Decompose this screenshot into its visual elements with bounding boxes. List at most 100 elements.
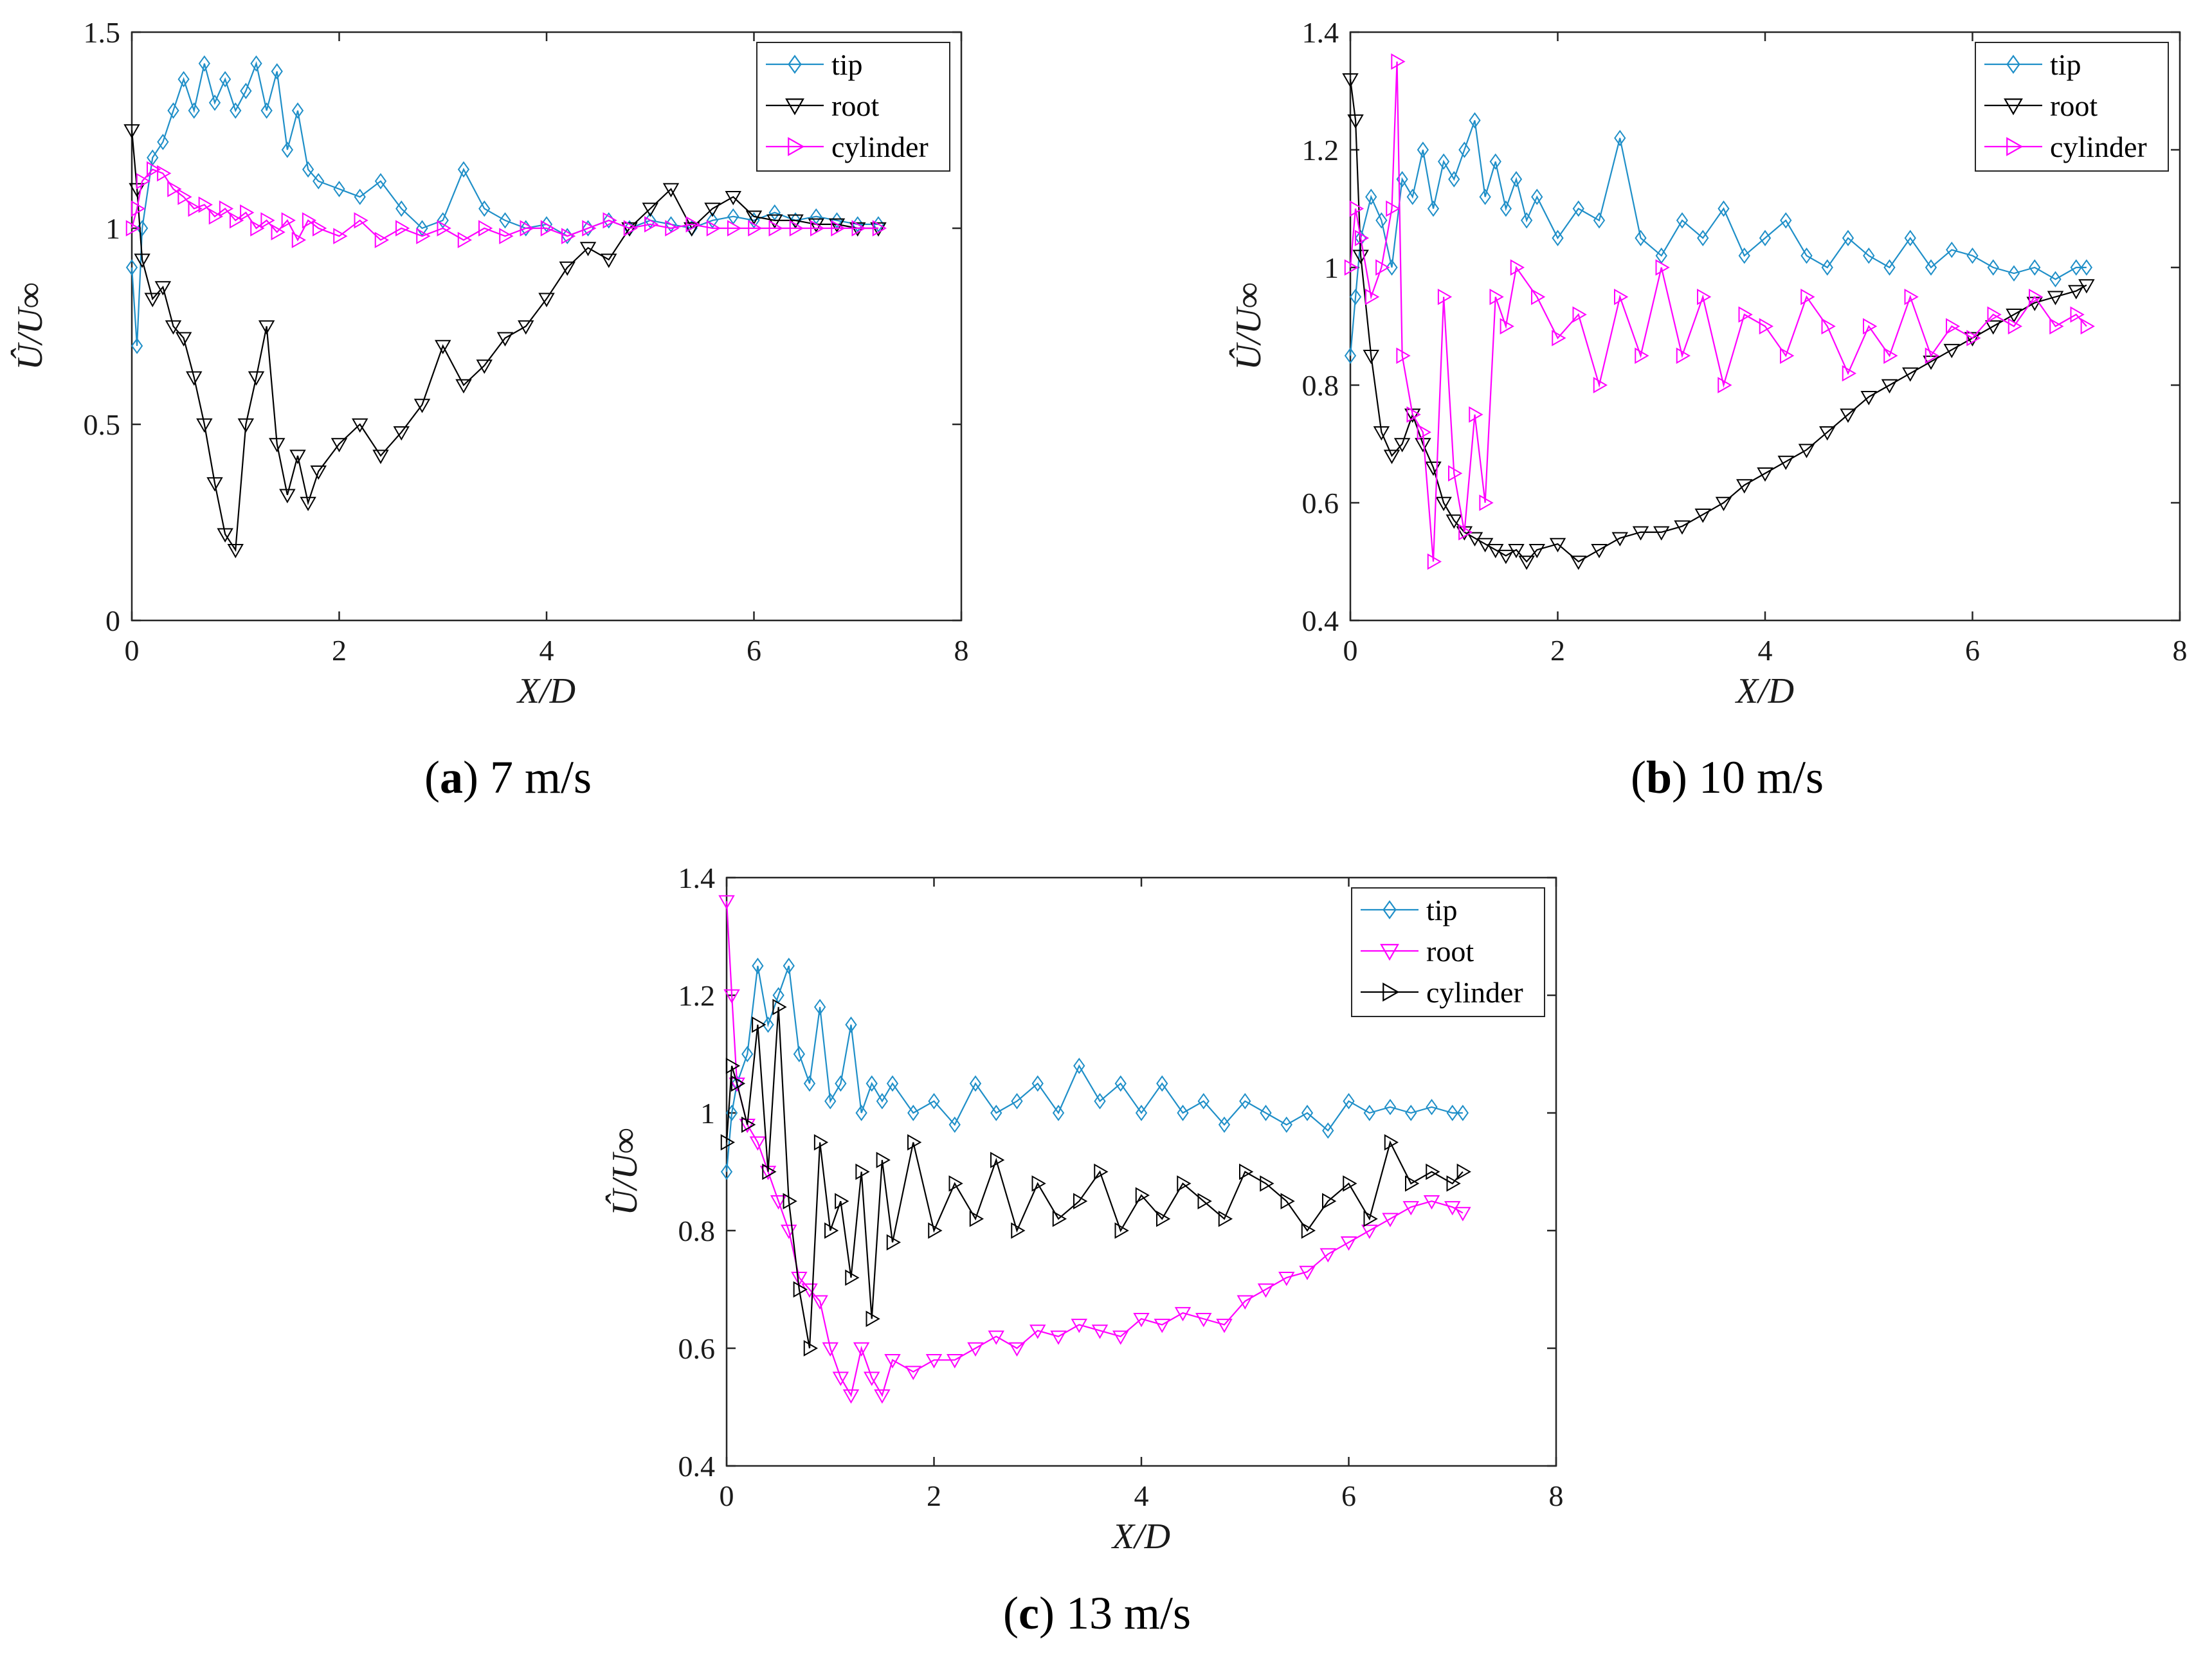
data-point-tip [1094, 1092, 1106, 1110]
data-point-tip [1177, 1105, 1189, 1121]
data-point-cylinder [416, 228, 431, 244]
series-line-cylinder [1349, 61, 2087, 562]
data-point-cylinder [772, 998, 787, 1016]
data-point-root [269, 438, 286, 453]
data-point-tip [260, 102, 273, 119]
data-point-cylinder [395, 220, 410, 237]
data-point-cylinder [188, 200, 203, 217]
legend-label-cylinder: cylinder [831, 131, 929, 163]
y-tick-label: 0.4 [1302, 604, 1339, 637]
data-point-tip [1114, 1075, 1127, 1092]
series-cylinder [1344, 53, 2095, 570]
data-point-root [393, 426, 410, 441]
data-point-root [684, 222, 700, 237]
data-point-cylinder [1363, 1210, 1378, 1227]
data-point-root [1943, 343, 1960, 359]
data-point-tip [198, 55, 211, 72]
x-tick-label: 6 [747, 634, 761, 667]
data-point-tip [969, 1075, 982, 1092]
x-tick-label: 8 [2173, 634, 2188, 667]
data-point-root [832, 1371, 849, 1386]
data-point-tip [768, 204, 781, 221]
data-point-tip [1437, 153, 1450, 170]
data-point-root [1455, 1207, 1471, 1222]
data-point-tip [793, 1045, 806, 1063]
series-tip [125, 55, 885, 354]
data-point-root [718, 895, 735, 910]
data-point-cylinder [1531, 289, 1546, 305]
chart-b: 0 2 4 6 8 0.4 0.6 0.8 1 1.2 1.4 X/D Û/U∞ tip root cylin… [1228, 16, 2188, 711]
data-point-root [621, 222, 638, 237]
data-point-root [1423, 1195, 1440, 1210]
data-point-tip [291, 102, 304, 119]
data-point-root [2068, 285, 2085, 300]
data-point-root [1342, 73, 1359, 88]
y-axis-label: Û/U∞ [604, 1128, 645, 1215]
data-point-tip [866, 1075, 878, 1092]
data-point-cylinder [1427, 553, 1442, 570]
data-point-cylinder [752, 1016, 766, 1033]
data-point-cylinder [1375, 259, 1390, 276]
data-point-cylinder [333, 228, 348, 244]
data-point-tip [2080, 259, 2093, 276]
data-point-tip [167, 102, 179, 119]
legend-marker-cylinder [1382, 982, 1400, 1002]
y-tick-label: 1 [105, 212, 120, 245]
data-point-root [1757, 467, 1773, 482]
data-point-tip [416, 220, 428, 237]
data-point-root [175, 332, 192, 347]
caption-a-letter: a [439, 752, 463, 803]
data-point-root [123, 124, 140, 139]
data-point-tip [928, 1092, 940, 1110]
data-point-root [227, 543, 244, 559]
data-point-cylinder [2029, 289, 2044, 305]
data-point-cylinder [1821, 318, 1836, 335]
data-point-root [134, 253, 150, 268]
series-tip [1344, 112, 2093, 364]
y-tick-label: 1.5 [84, 16, 121, 49]
data-point-cylinder [1197, 1193, 1212, 1209]
data-point-tip [271, 63, 283, 80]
data-point-root [1632, 526, 1649, 541]
data-point-cylinder [855, 1163, 870, 1180]
data-point-cylinder [1987, 306, 2002, 323]
data-point-cylinder [1426, 1163, 1440, 1180]
data-point-root [144, 293, 161, 307]
legend-marker-root [1380, 944, 1399, 961]
data-point-cylinder [789, 220, 804, 237]
data-point-cylinder [1349, 200, 1364, 217]
data-point-tip [136, 220, 149, 237]
data-point-tip [876, 1092, 889, 1110]
data-point-root [1383, 449, 1401, 464]
data-point-tip [1218, 1116, 1231, 1134]
data-point-cylinder [1386, 200, 1401, 217]
data-point-tip [1073, 1058, 1085, 1074]
data-point-root [279, 489, 296, 503]
data-point-tip [1011, 1092, 1023, 1110]
y-tick-label: 0.6 [1302, 487, 1339, 519]
data-point-root [1112, 1330, 1129, 1345]
data-point-root [905, 1366, 921, 1380]
data-point-tip [1572, 200, 1584, 217]
data-point-root [947, 1354, 963, 1369]
data-point-root [289, 449, 306, 464]
data-point-cylinder [291, 231, 307, 249]
y-tick-label: 1 [1324, 251, 1339, 284]
data-point-cylinder [741, 1116, 756, 1134]
data-point-cylinder [1458, 524, 1473, 541]
data-point-cylinder [907, 1134, 922, 1151]
legend: tip root cylinder [1975, 42, 2169, 172]
legend-label-root: root [831, 89, 879, 122]
data-point-tip [177, 71, 190, 87]
data-point-root [1435, 496, 1452, 512]
legend: tip root cylinder [756, 42, 950, 172]
data-point-root [331, 438, 348, 453]
data-point-root [1071, 1319, 1087, 1333]
data-point-cylinder [302, 212, 317, 229]
series-root [123, 124, 887, 559]
data-point-root [874, 1389, 891, 1404]
data-point-tip [188, 102, 200, 119]
legend-marker-tip [2006, 55, 2020, 74]
y-tick-label: 0.5 [84, 408, 121, 441]
data-point-cylinder [1925, 347, 1940, 364]
